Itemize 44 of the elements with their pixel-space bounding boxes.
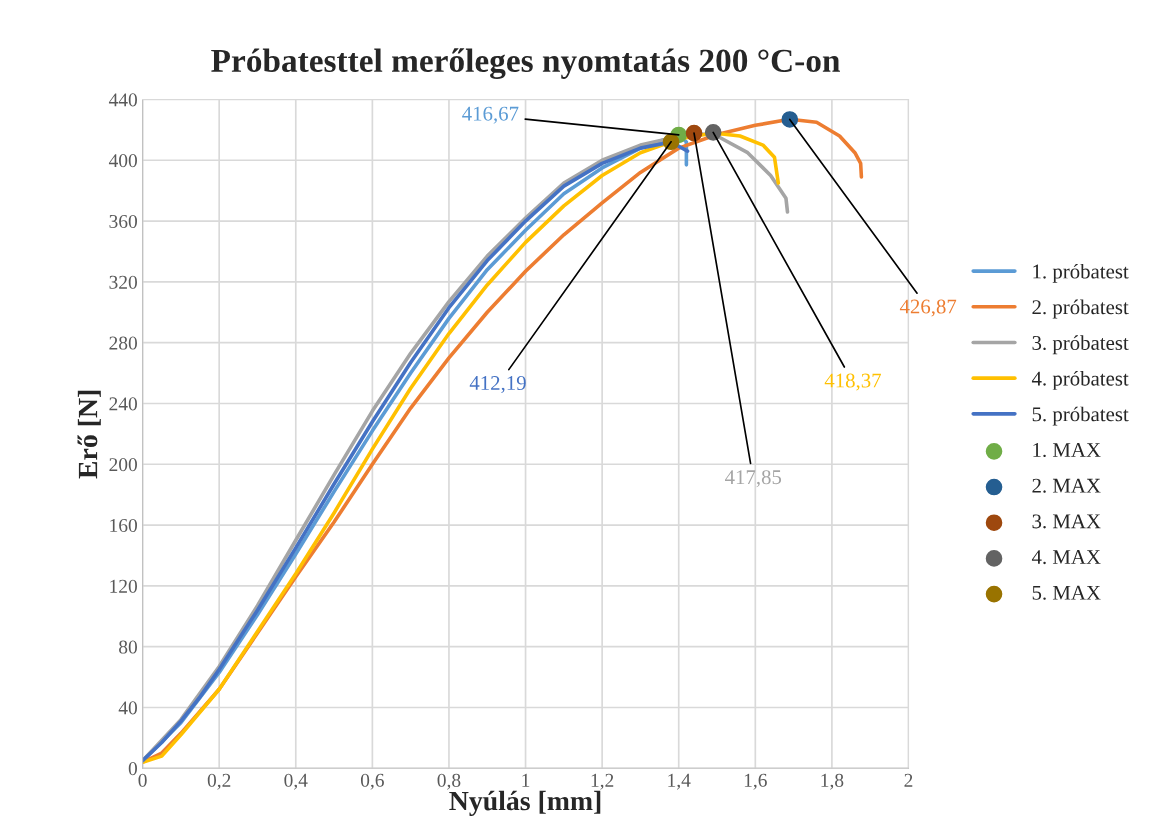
y-tick-label: 200 bbox=[109, 458, 137, 472]
x-tick-label: 1,8 bbox=[821, 773, 844, 790]
y-tick-label: 80 bbox=[119, 640, 137, 654]
y-tick-label: 320 bbox=[109, 275, 137, 289]
legend-label: 2. próbatest bbox=[1032, 299, 1129, 319]
x-tick-label: 0 bbox=[138, 773, 147, 787]
data-label: 418,37 bbox=[824, 373, 881, 391]
data-label: 417,85 bbox=[725, 470, 782, 488]
y-tick-label: 40 bbox=[118, 701, 137, 715]
y-tick-label: 120 bbox=[110, 579, 137, 593]
legend-label: 3. próbatest bbox=[1032, 335, 1129, 355]
point bbox=[685, 124, 703, 142]
x-tick-label: 0,4 bbox=[284, 773, 308, 790]
legend-label: 5. próbatest bbox=[1032, 406, 1129, 426]
data-label: 426,87 bbox=[899, 299, 957, 317]
x-tick-label: 1,6 bbox=[744, 773, 767, 790]
x-tick-label: 2 bbox=[904, 773, 913, 787]
legend-label: 1. MAX bbox=[1033, 443, 1101, 458]
y-tick-label: 400 bbox=[108, 154, 137, 168]
legend-label: 1. próbatest bbox=[1033, 263, 1129, 283]
data-label: 412,19 bbox=[469, 376, 526, 394]
point bbox=[704, 124, 722, 141]
y-tick-label: 440 bbox=[108, 93, 137, 107]
legend-label: 2. MAX bbox=[1032, 478, 1101, 493]
x-tick-label: 0,2 bbox=[207, 773, 231, 790]
data-label: 416,67 bbox=[462, 106, 519, 124]
y-tick-label: 160 bbox=[110, 518, 137, 533]
y-tick-label: 280 bbox=[109, 336, 137, 350]
y-tick-label: 360 bbox=[109, 214, 137, 229]
x-axis-title: Nyúlás [mm] bbox=[449, 790, 601, 817]
point bbox=[781, 111, 799, 128]
y-axis-title: Erő [N] bbox=[77, 390, 101, 479]
legend-label: 5. MAX bbox=[1032, 585, 1101, 600]
x-tick-label: 0,8 bbox=[437, 773, 461, 790]
legend-label: 4. próbatest bbox=[1031, 370, 1129, 390]
x-tick-label: 1 bbox=[522, 773, 530, 787]
x-tick-label: 0,6 bbox=[360, 773, 384, 790]
legend-label: 3. MAX bbox=[1032, 514, 1101, 529]
x-tick-label: 1,2 bbox=[591, 773, 614, 790]
y-tick-label: 240 bbox=[109, 397, 137, 411]
x-tick-label: 1,4 bbox=[668, 773, 691, 790]
chart-title: Próbatesttel merőleges nyomtatás 200 °C-on bbox=[211, 48, 840, 80]
y-tick-label: 0 bbox=[128, 762, 137, 776]
legend-label: 4. MAX bbox=[1031, 550, 1101, 565]
